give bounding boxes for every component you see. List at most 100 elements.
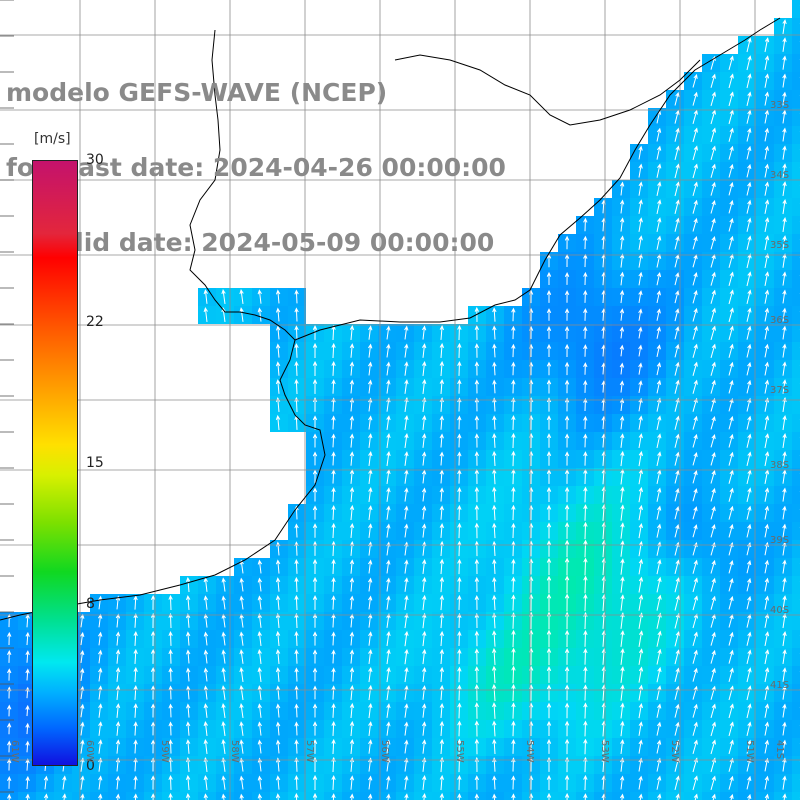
wind-speed-cell bbox=[666, 378, 684, 396]
wind-speed-cell bbox=[756, 90, 774, 108]
wind-speed-cell bbox=[774, 18, 792, 36]
wind-speed-cell bbox=[252, 576, 270, 594]
wind-arrow bbox=[782, 325, 787, 340]
wind-arrow bbox=[583, 415, 588, 430]
wind-speed-cell bbox=[198, 774, 216, 792]
wind-speed-cell bbox=[630, 684, 648, 702]
wind-speed-cell bbox=[414, 576, 432, 594]
wind-arrow bbox=[728, 127, 734, 142]
wind-arrow bbox=[546, 397, 552, 412]
wind-arrow bbox=[583, 344, 588, 357]
wind-arrow bbox=[782, 667, 787, 682]
wind-arrow bbox=[656, 505, 662, 520]
wind-arrow bbox=[185, 721, 191, 736]
wind-speed-cell bbox=[684, 234, 702, 252]
longitude-label: 57W bbox=[304, 740, 315, 763]
wind-speed-cell bbox=[198, 702, 216, 720]
wind-speed-cell bbox=[666, 252, 684, 270]
wind-arrow bbox=[349, 504, 355, 521]
wind-arrow bbox=[80, 739, 85, 754]
wind-arrow bbox=[692, 721, 698, 736]
wind-arrow bbox=[474, 738, 480, 755]
wind-speed-cell bbox=[432, 540, 450, 558]
wind-arrow bbox=[511, 397, 516, 412]
wind-speed-cell bbox=[738, 540, 756, 558]
wind-arrow bbox=[638, 326, 643, 339]
wind-arrow bbox=[98, 649, 103, 664]
wind-arrow bbox=[221, 577, 226, 592]
wind-arrow bbox=[331, 558, 336, 574]
wind-speed-cell bbox=[378, 792, 396, 800]
wind-arrow bbox=[349, 343, 355, 358]
wind-speed-cell bbox=[396, 702, 414, 720]
wind-arrow bbox=[782, 37, 787, 52]
wind-arrow bbox=[546, 702, 552, 719]
wind-speed-cell bbox=[720, 198, 738, 216]
wind-speed-cell bbox=[414, 648, 432, 666]
wind-arrow bbox=[728, 343, 734, 358]
wind-arrow bbox=[728, 109, 734, 125]
wind-speed-cell bbox=[684, 324, 702, 342]
wind-arrow bbox=[692, 703, 698, 718]
wind-arrow bbox=[710, 469, 716, 484]
wind-arrow bbox=[692, 415, 698, 430]
wind-arrow bbox=[619, 380, 625, 393]
wind-speed-cell bbox=[792, 414, 800, 432]
wind-arrow bbox=[674, 721, 680, 736]
wind-arrow bbox=[782, 613, 787, 629]
wind-speed-cell bbox=[738, 558, 756, 576]
wind-speed-cell bbox=[648, 234, 666, 252]
wind-speed-cell bbox=[792, 270, 800, 288]
wind-speed-cell bbox=[756, 576, 774, 594]
wind-arrow bbox=[511, 612, 516, 629]
wind-speed-cell bbox=[666, 648, 684, 666]
wind-speed-cell bbox=[432, 486, 450, 504]
wind-speed-cell bbox=[396, 378, 414, 396]
wind-arrow bbox=[674, 667, 680, 683]
wind-speed-cell bbox=[648, 180, 666, 198]
wind-arrow bbox=[474, 576, 480, 592]
wind-arrow bbox=[115, 595, 121, 610]
wind-arrow bbox=[312, 378, 318, 394]
wind-speed-cell bbox=[396, 720, 414, 738]
wind-speed-cell bbox=[756, 252, 774, 270]
wind-arrow bbox=[257, 793, 262, 800]
wind-speed-cell bbox=[216, 306, 234, 324]
wind-speed-cell bbox=[774, 738, 792, 756]
wind-speed-cell bbox=[738, 648, 756, 666]
wind-arrow bbox=[439, 792, 445, 800]
wind-speed-cell bbox=[630, 270, 648, 288]
wind-arrow bbox=[710, 433, 716, 448]
wind-speed-cell bbox=[648, 648, 666, 666]
wind-arrow bbox=[474, 594, 480, 610]
wind-arrow bbox=[185, 576, 191, 593]
wind-speed-cell bbox=[756, 630, 774, 648]
wind-arrow bbox=[728, 379, 734, 394]
wind-arrow bbox=[746, 559, 752, 574]
wind-arrow bbox=[728, 667, 734, 682]
wind-arrow bbox=[7, 631, 12, 646]
wind-speed-cell bbox=[684, 342, 702, 360]
wind-arrow bbox=[331, 793, 336, 800]
wind-speed-cell bbox=[396, 468, 414, 486]
wind-arrow bbox=[619, 289, 625, 304]
wind-speed-cell bbox=[216, 720, 234, 738]
wind-speed-cell bbox=[702, 540, 720, 558]
wind-arrow bbox=[492, 415, 497, 430]
wind-speed-cell bbox=[432, 648, 450, 666]
wind-arrow bbox=[98, 739, 103, 754]
wind-arrow bbox=[421, 703, 427, 718]
wind-arrow bbox=[656, 397, 662, 412]
wind-speed-cell bbox=[738, 288, 756, 306]
wind-speed-cell bbox=[702, 432, 720, 450]
wind-arrow bbox=[511, 720, 516, 737]
wind-arrow bbox=[203, 595, 209, 610]
wind-speed-cell bbox=[630, 630, 648, 648]
wind-speed-cell bbox=[756, 450, 774, 468]
wind-arrow bbox=[457, 397, 462, 412]
wind-speed-cell bbox=[432, 432, 450, 450]
wind-arrow bbox=[782, 685, 787, 700]
wind-arrow bbox=[168, 757, 173, 772]
wind-speed-cell bbox=[792, 540, 800, 558]
